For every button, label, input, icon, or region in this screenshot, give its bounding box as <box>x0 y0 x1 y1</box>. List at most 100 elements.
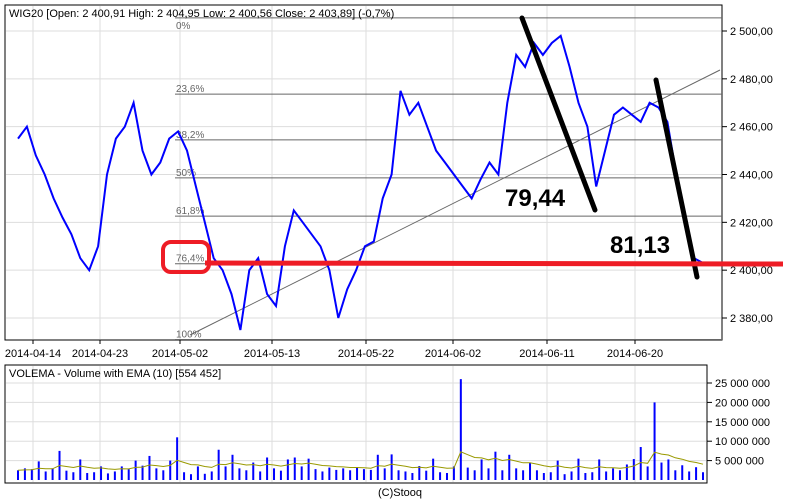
fibonacci-label: 100% <box>176 330 202 341</box>
volume-bar <box>30 469 33 480</box>
volume-bar <box>660 462 663 480</box>
x-tick-label: 2014-06-11 <box>519 348 574 360</box>
volume-y-tick-label: 25 000 000 <box>715 378 770 390</box>
fibonacci-label: 0% <box>176 21 191 32</box>
volume-bar <box>667 459 670 480</box>
volume-bar <box>577 458 580 480</box>
volume-bar <box>134 460 137 480</box>
x-tick-label: 2014-06-02 <box>425 348 481 360</box>
volume-bar <box>314 469 317 480</box>
volume-bar <box>418 466 421 480</box>
volume-y-tick-label: 10 000 000 <box>715 436 770 448</box>
volume-bar <box>300 466 303 480</box>
volume-bar <box>598 459 601 480</box>
x-tick-label: 2014-05-13 <box>244 348 300 360</box>
volume-bar <box>217 449 220 480</box>
volume-bar <box>127 469 130 480</box>
volume-bar <box>390 454 393 480</box>
volume-bar <box>176 437 179 480</box>
y-tick-label: 2 400,00 <box>730 265 773 277</box>
volume-bar <box>584 473 587 480</box>
volume-bar <box>542 473 545 480</box>
volume-bar <box>37 461 40 480</box>
volume-bar <box>535 470 538 480</box>
y-tick-label: 2 500,00 <box>730 26 773 38</box>
volume-bar <box>702 472 704 480</box>
volume-bar <box>113 471 116 480</box>
volume-bar <box>293 457 296 480</box>
volume-bar <box>439 472 442 480</box>
y-tick-label: 2 480,00 <box>730 74 773 86</box>
volume-bar <box>238 468 241 480</box>
volume-bar <box>252 462 255 480</box>
volume-bar <box>674 470 677 480</box>
x-tick-label: 2014-05-02 <box>152 348 208 360</box>
volume-y-tick-label: 20 000 000 <box>715 397 770 409</box>
drawn-line-1 <box>519 15 598 213</box>
x-tick-label: 2014-04-23 <box>72 348 128 360</box>
volume-bar <box>120 466 123 480</box>
volume-bar <box>515 468 518 480</box>
volume-bar <box>162 470 165 480</box>
volume-bar <box>425 470 428 480</box>
volume-bar <box>307 458 310 480</box>
fibonacci-label: 76,4% <box>176 254 204 265</box>
y-tick-label: 2 380,00 <box>730 313 773 325</box>
fibonacci-label: 23,6% <box>176 84 204 95</box>
volume-panel-frame <box>4 364 708 484</box>
volume-bar <box>452 466 455 480</box>
volume-bar <box>487 468 490 480</box>
y-tick-label: 2 460,00 <box>730 122 773 134</box>
volume-bar <box>203 473 206 480</box>
volume-bar <box>72 472 75 480</box>
volume-bar <box>155 468 158 480</box>
price-y-axis: 2 380,00 2 400,00 2 420,00 2 440,00 2 460,00… <box>722 26 773 325</box>
volume-bar <box>196 466 199 480</box>
volume-bar <box>639 447 642 480</box>
volume-bar <box>383 468 386 480</box>
fibonacci-label: 50% <box>176 168 196 179</box>
volume-bar <box>141 465 144 480</box>
volume-bar <box>556 460 559 480</box>
volume-bar <box>273 468 276 480</box>
volume-y-tick-label: 15 000 000 <box>715 417 770 429</box>
volume-bar <box>563 474 566 480</box>
volume-bar <box>605 471 608 480</box>
volume-bar <box>432 458 435 480</box>
volume-bar <box>445 473 448 480</box>
volume-bar <box>646 466 649 480</box>
price-panel-frame <box>4 4 723 341</box>
volume-bar <box>231 454 234 480</box>
volume-bar <box>79 459 82 480</box>
volume-bar <box>65 470 68 480</box>
volume-bar <box>411 473 414 480</box>
volume-bar <box>44 471 47 480</box>
volume-bar <box>501 470 504 480</box>
volume-bar <box>328 467 331 480</box>
volume-panel: VOLEMA - Volume with EMA (10) [554 452] … <box>4 364 770 484</box>
x-tick-label: 2014-04-14 <box>5 348 61 360</box>
price-chart-title: WIG20 [Open: 2 400,91 High: 2 404,95 Low… <box>9 8 394 20</box>
volume-bar <box>549 472 552 480</box>
volume-bar <box>404 471 407 480</box>
price-panel: 0% 23,6% 38,2% 50% 61,8% 76,4% 100% WIG20 [Ope… <box>4 4 784 360</box>
volume-bar <box>86 473 89 480</box>
highlight-box <box>161 240 211 274</box>
volume-bar <box>356 467 359 480</box>
y-tick-label: 2 440,00 <box>730 170 773 182</box>
x-tick-label: 2014-05-22 <box>338 348 394 360</box>
volume-bar <box>494 451 497 480</box>
volume-y-axis: 5 000 000 10 000 000 15 000 000 20 000 000 2… <box>707 378 770 468</box>
support-line <box>204 260 784 267</box>
volume-bar <box>695 467 698 480</box>
volume-bar <box>618 470 621 480</box>
volume-bar <box>681 465 684 480</box>
volume-bar <box>335 469 338 480</box>
volume-bar <box>508 454 511 480</box>
volume-bar <box>106 473 109 480</box>
volume-bar <box>23 468 26 480</box>
volume-grid <box>6 366 706 482</box>
volume-bar <box>266 457 269 480</box>
x-tick-label: 2014-06-20 <box>607 348 663 360</box>
volume-bar <box>632 459 635 480</box>
